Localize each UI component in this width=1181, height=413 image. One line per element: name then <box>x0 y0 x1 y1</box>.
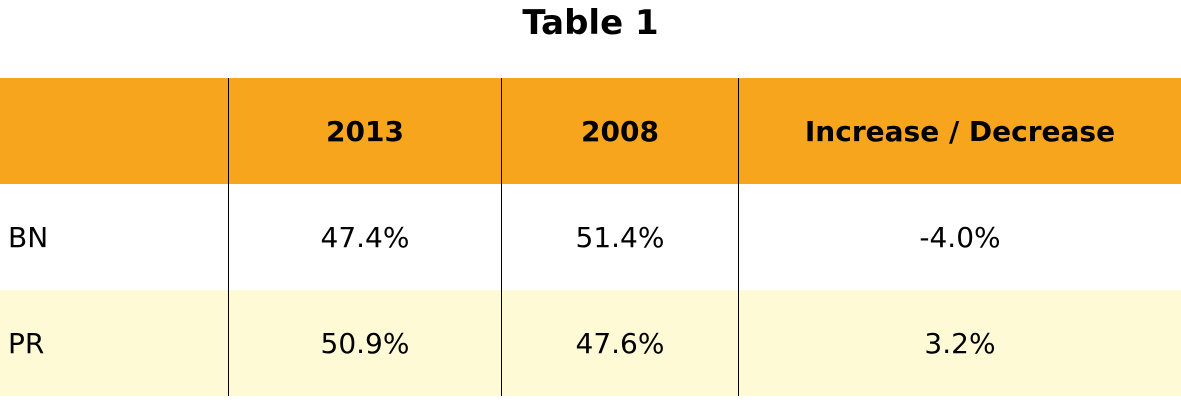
header-cell: 2013 <box>228 78 501 184</box>
title: Table 1 <box>522 3 659 43</box>
row-label: PR <box>8 326 45 360</box>
cell: -4.0% <box>738 184 1181 290</box>
cell: 51.4% <box>501 184 738 290</box>
table-row: PR 50.9% 47.6% 3.2% <box>0 290 1181 396</box>
cell: 47.4% <box>228 184 501 290</box>
header-cell: 2008 <box>501 78 738 184</box>
table-row: BN 47.4% 51.4% -4.0% <box>0 184 1181 290</box>
cell: 47.6% <box>501 290 738 396</box>
header-cell: Increase / Decrease <box>738 78 1181 184</box>
cell: 50.9% <box>228 290 501 396</box>
header-row: 2013 2008 Increase / Decrease <box>0 78 1181 184</box>
cell: 3.2% <box>738 290 1181 396</box>
header-cell <box>0 78 228 184</box>
row-label: BN <box>8 220 49 254</box>
